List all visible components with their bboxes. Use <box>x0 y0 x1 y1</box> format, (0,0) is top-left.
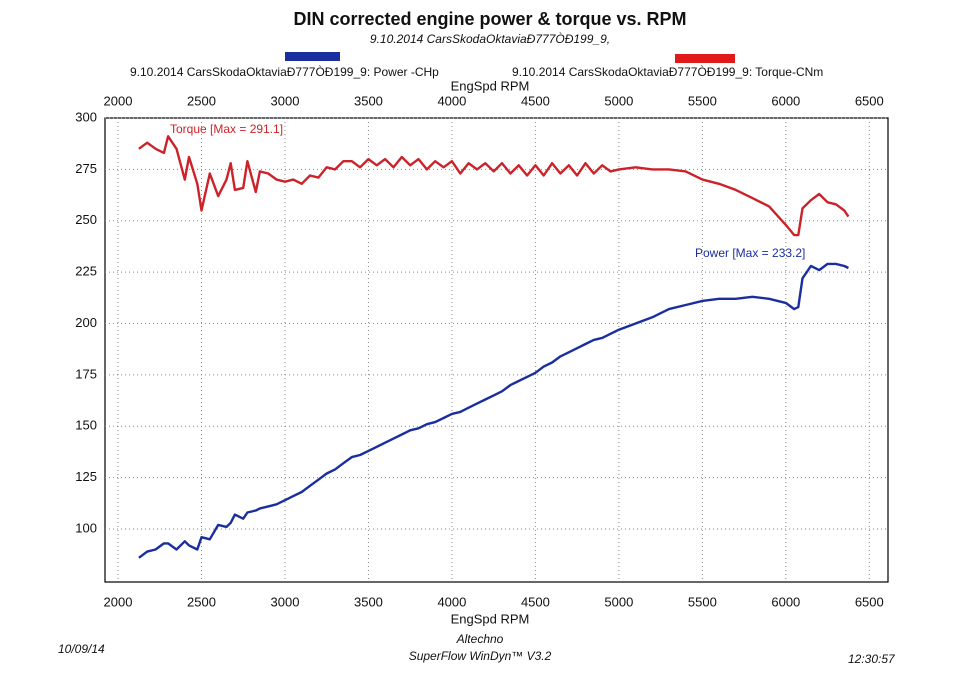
x-tick-label: 5500 <box>688 594 717 609</box>
top-x-tick-label: 5000 <box>604 93 633 108</box>
x-tick-label: 6000 <box>771 594 800 609</box>
footer-company: Altechno <box>456 632 504 646</box>
y-tick-label: 175 <box>75 366 97 381</box>
chart-title: DIN corrected engine power & torque vs. … <box>293 9 686 29</box>
top-x-tick-label: 5500 <box>688 93 717 108</box>
legend-swatch <box>675 54 735 63</box>
x-tick-label: 3500 <box>354 594 383 609</box>
y-tick-label: 150 <box>75 418 97 433</box>
annotation: Power [Max = 233.2] <box>695 246 805 260</box>
annotation: Torque [Max = 291.1] <box>170 122 283 136</box>
x-tick-label: 3000 <box>271 594 300 609</box>
chart-subtitle: 9.10.2014 CarsSkodaOktaviaÐ777ÒÐ199_9, <box>370 31 610 46</box>
y-tick-label: 300 <box>75 109 97 124</box>
y-tick-label: 250 <box>75 212 97 227</box>
plot-frame <box>104 117 889 583</box>
footer-software: SuperFlow WinDyn™ V3.2 <box>409 649 552 663</box>
x-tick-label: 5000 <box>604 594 633 609</box>
y-tick-label: 100 <box>75 520 97 535</box>
y-tick-label: 125 <box>75 469 97 484</box>
series-line <box>138 262 849 559</box>
top-x-tick-label: 2500 <box>187 93 216 108</box>
x-tick-label: 6500 <box>855 594 884 609</box>
top-x-tick-label: 3500 <box>354 93 383 108</box>
footer-time: 12:30:57 <box>848 652 896 666</box>
x-tick-label: 2500 <box>187 594 216 609</box>
y-tick-label: 225 <box>75 264 97 279</box>
top-x-tick-label: 6000 <box>771 93 800 108</box>
y-tick-label: 200 <box>75 315 97 330</box>
x-axis-label: EngSpd RPM <box>451 611 530 626</box>
y-tick-label: 275 <box>75 161 97 176</box>
x-tick-label: 4000 <box>437 594 466 609</box>
footer-date: 10/09/14 <box>58 642 105 656</box>
legend-entry: 9.10.2014 CarsSkodaOktaviaÐ777ÒÐ199_9: T… <box>512 64 823 79</box>
top-x-tick-label: 4500 <box>521 93 550 108</box>
x-tick-label: 4500 <box>521 594 550 609</box>
top-x-tick-label: 2000 <box>104 93 133 108</box>
series-line <box>138 135 850 237</box>
top-x-axis-label: EngSpd RPM <box>451 78 530 93</box>
x-tick-label: 2000 <box>104 594 133 609</box>
legend-swatch <box>285 52 340 61</box>
top-x-tick-label: 4000 <box>437 93 466 108</box>
legend-entry: 9.10.2014 CarsSkodaOktaviaÐ777ÒÐ199_9: P… <box>130 64 439 79</box>
top-x-tick-label: 6500 <box>855 93 884 108</box>
top-x-tick-label: 3000 <box>271 93 300 108</box>
